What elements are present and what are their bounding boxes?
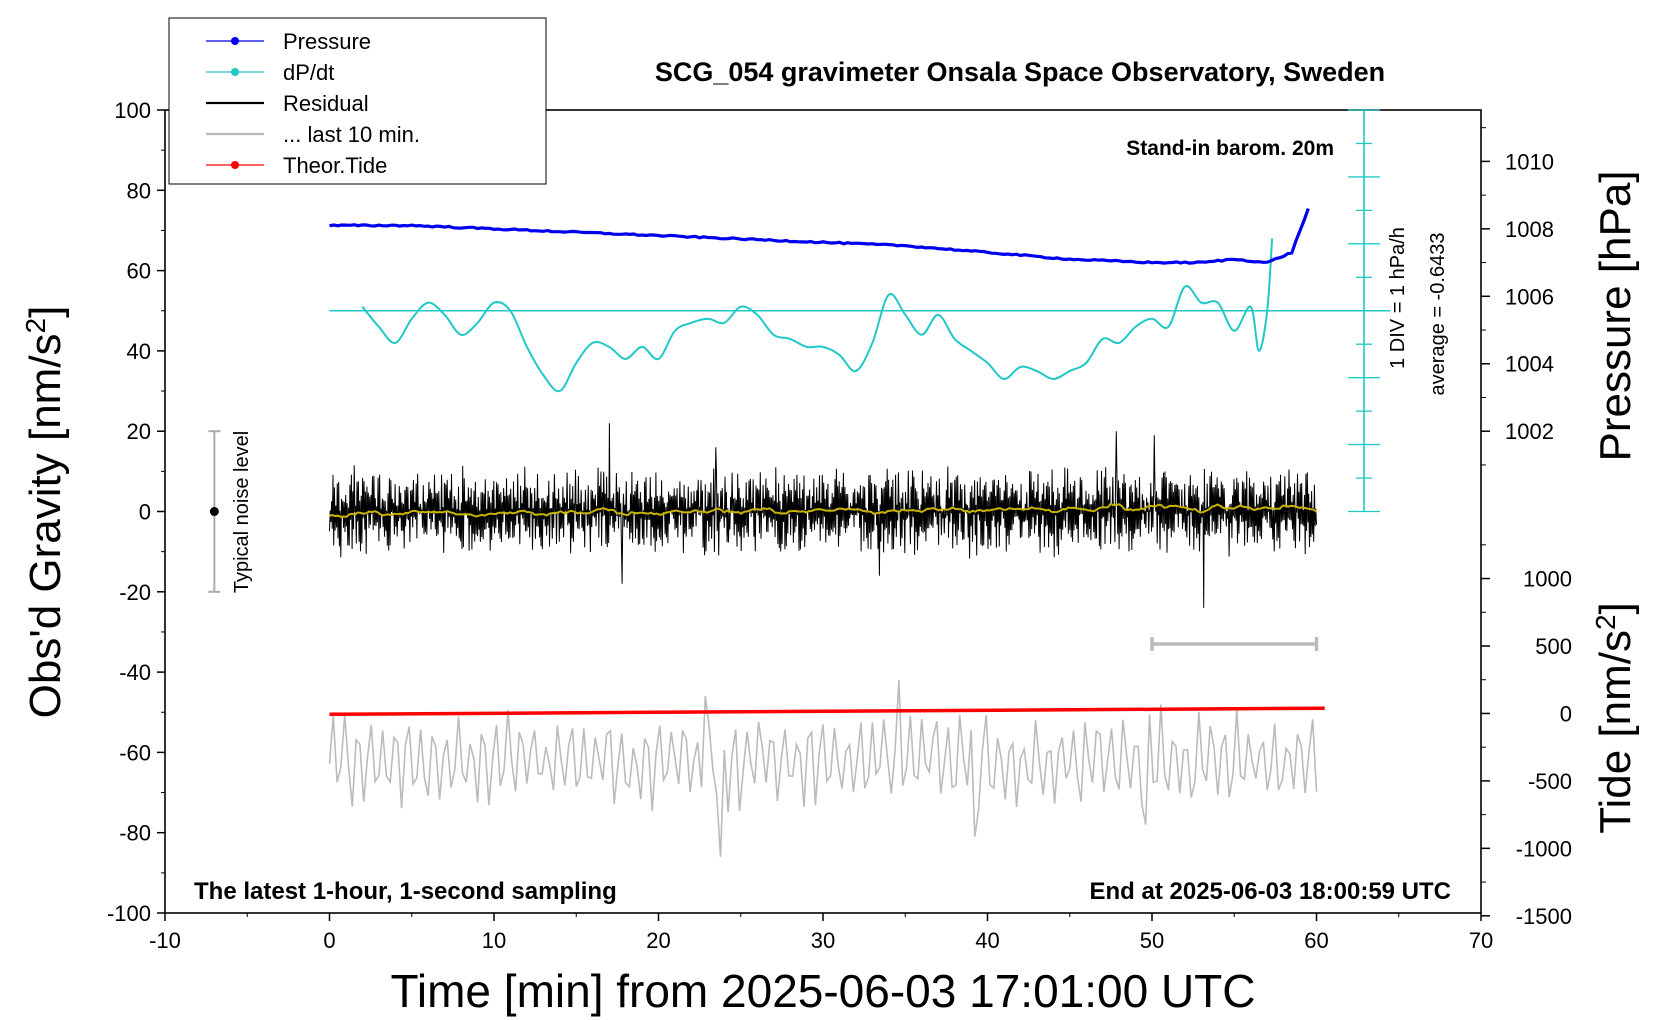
average-label: average = -0.6433 [1427,233,1449,396]
bottom-right-note: End at 2025-06-03 18:00:59 UTC [1090,878,1452,905]
x-tick-label: -10 [149,928,181,953]
tide-tick-label: -500 [1528,769,1572,794]
y-tick-label: 80 [127,178,151,203]
x-tick-label: 20 [646,928,670,953]
noise-bar-dot [209,507,219,516]
y-tick-label: -60 [119,740,151,765]
y-tick-label: -20 [119,580,151,605]
y-tick-label: -100 [107,901,151,926]
legend-marker [231,68,239,76]
div-label: 1 DIV = 1 hPa/h [1387,227,1409,369]
x-tick-label: 60 [1304,928,1328,953]
legend-label: Residual [283,91,369,116]
y-tick-label: 60 [127,259,151,284]
legend-label: ... last 10 min. [283,122,420,147]
tide-line [329,706,1325,717]
tide-tick-label: -1000 [1516,836,1572,861]
y-tick-label: 40 [127,339,151,364]
y-axis-label-left: Obs'd Gravity [nm/s2] [20,306,71,719]
stand-in-label: Stand-in barom. 20m [1126,137,1334,160]
x-tick-label: 30 [811,928,835,953]
tide-tick-label: 0 [1560,701,1572,726]
last-10-min-line [328,680,1318,857]
legend-marker [231,161,239,169]
y-axis-label-tide: Tide [nm/s2] [1590,602,1641,834]
pressure-tick-label: 1002 [1505,419,1554,444]
y-tick-label: -40 [119,660,151,685]
bottom-left-note: The latest 1-hour, 1-second sampling [194,878,617,905]
chart-title: SCG_054 gravimeter Onsala Space Observat… [655,57,1385,87]
y-tick-label: 100 [114,98,151,123]
noise-label: Typical noise level [231,431,253,593]
tide-tick-label: 500 [1535,634,1572,659]
series-layer [208,208,1391,857]
x-axis-label: Time [min] from 2025-06-03 17:01:00 UTC [391,965,1256,1017]
y-axis-label-pressure: Pressure [hPa] [1591,170,1640,461]
y-axis-label-left-text: Obs'd Gravity [nm/s [21,333,70,718]
legend: Pressure dP/dt Residual ... last 10 min. The… [168,17,547,185]
pressure-tick-label: 1006 [1505,284,1554,309]
legend-label: dP/dt [283,60,334,85]
y-axis-label-tide-close: ] [1591,602,1640,614]
x-tick-label: 70 [1469,928,1493,953]
pressure-line [329,208,1310,265]
x-tick-label: 40 [975,928,999,953]
y-tick-label: 0 [139,500,151,525]
axis-ticks: -10 0 10 20 30 40 50 60 70-100-80-60-40-20020406… [107,98,1572,953]
y-axis-label-left-close: ] [21,306,70,318]
y-axis-label-tide-text: Tide [nm/s [1591,630,1640,834]
legend-box [168,17,547,185]
y-axis-label-tide-sup: 2 [1590,614,1621,630]
x-tick-label: 0 [323,928,335,953]
y-axis-label-left-sup: 2 [20,318,51,334]
dpdt-scale [1348,109,1380,513]
legend-label: Theor.Tide [283,153,387,178]
y-tick-label: -80 [119,821,151,846]
x-tick-label: 10 [482,928,506,953]
dpdt-line [361,238,1274,393]
legend-label: Pressure [283,29,371,54]
tide-tick-label: -1500 [1516,904,1572,929]
x-tick-label: 50 [1140,928,1164,953]
pressure-tick-label: 1004 [1505,352,1554,377]
tide-tick-label: 1000 [1523,567,1572,592]
pressure-tick-label: 1010 [1505,149,1554,174]
pressure-tick-label: 1008 [1505,217,1554,242]
y-tick-label: 20 [127,419,151,444]
residual-smoothed-line [329,502,1318,518]
residual-line [329,423,1317,608]
legend-marker [231,37,239,45]
